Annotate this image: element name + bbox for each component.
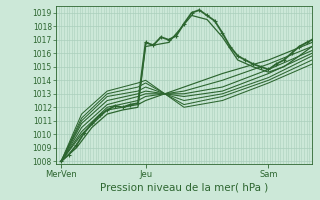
X-axis label: Pression niveau de la mer( hPa ): Pression niveau de la mer( hPa ) [100, 183, 268, 193]
